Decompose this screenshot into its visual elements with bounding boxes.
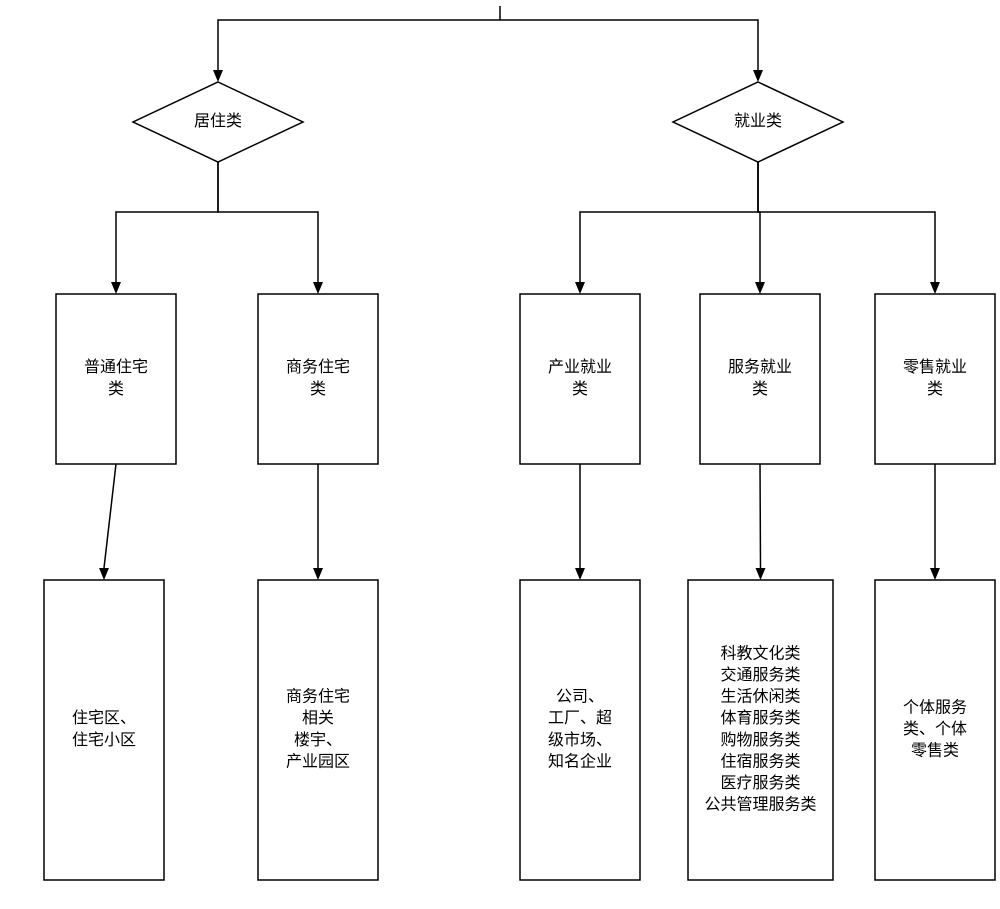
edge <box>760 464 761 568</box>
node-residence: 居住类 <box>133 82 303 162</box>
edge <box>758 162 935 282</box>
node-label: 就业类 <box>734 112 782 130</box>
edge <box>116 162 218 282</box>
node-label: 产业就业类 <box>548 358 612 398</box>
node-label: 居住类 <box>194 112 242 130</box>
node-label: 商务住宅相关楼宇、产业园区 <box>286 688 350 771</box>
node-emp_retail: 零售就业类 <box>875 294 995 464</box>
node-label: 个体服务类、个体零售类 <box>903 699 967 760</box>
node-leaf_res_common: 住宅区、住宅小区 <box>44 580 164 880</box>
node-label: 科教文化类交通服务类生活休闲类体育服务类购物服务类住宿服务类医疗服务类公共管理服… <box>704 645 816 814</box>
edge <box>104 464 116 568</box>
node-employment: 就业类 <box>673 82 843 162</box>
node-emp_industry: 产业就业类 <box>520 294 640 464</box>
edge <box>500 20 758 70</box>
flowchart-canvas: 居住类 就业类普通住宅类 商务住宅类 产业就业类 服务就业类 零售就业类住宅区、住宅小区 商… <box>0 0 1000 909</box>
node-leaf_res_biz: 商务住宅相关楼宇、产业园区 <box>258 580 378 880</box>
edge <box>218 20 500 70</box>
node-leaf_emp_industry: 公司、工厂、超级市场、知名企业 <box>520 580 640 880</box>
node-res_biz: 商务住宅类 <box>258 294 378 464</box>
node-label: 商务住宅类 <box>286 358 350 398</box>
node-leaf_emp_service: 科教文化类交通服务类生活休闲类体育服务类购物服务类住宿服务类医疗服务类公共管理服… <box>688 580 833 880</box>
node-emp_service: 服务就业类 <box>700 294 820 464</box>
node-res_common: 普通住宅类 <box>56 294 176 464</box>
node-label: 服务就业类 <box>728 358 792 398</box>
node-label: 零售就业类 <box>903 358 967 398</box>
node-leaf_emp_retail: 个体服务类、个体零售类 <box>875 580 995 880</box>
node-label: 普通住宅类 <box>84 358 148 398</box>
node-label: 公司、工厂、超级市场、知名企业 <box>548 689 612 771</box>
node-label: 住宅区、住宅小区 <box>72 709 136 749</box>
edge <box>218 162 318 282</box>
edge <box>580 162 758 282</box>
